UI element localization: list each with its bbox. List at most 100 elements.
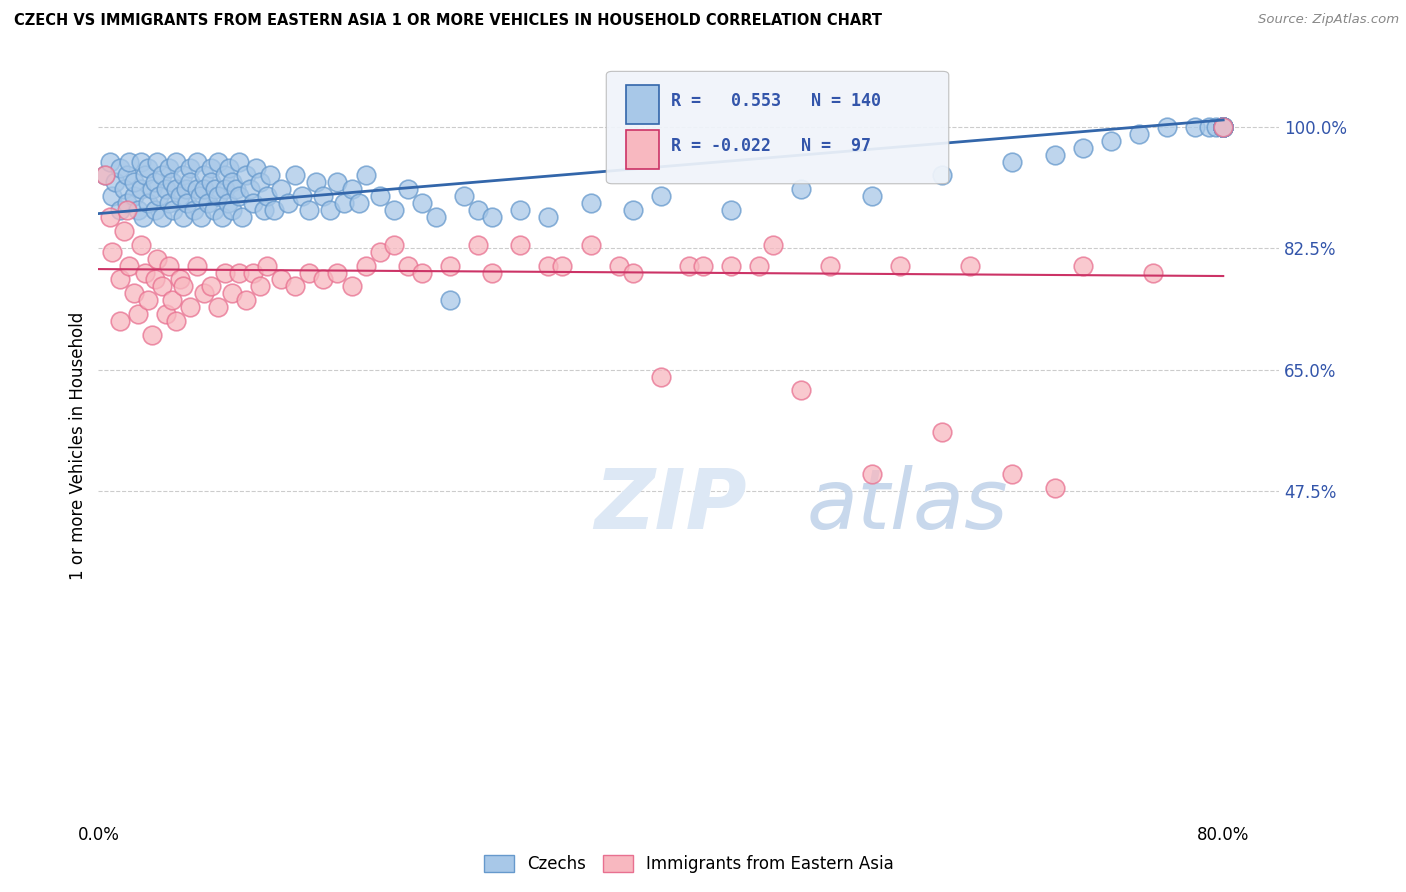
Point — [889, 259, 911, 273]
Point — [762, 237, 785, 252]
Point — [118, 154, 141, 169]
Point — [1212, 120, 1234, 134]
Point — [720, 203, 742, 218]
Point — [1099, 134, 1122, 148]
Text: ZIP: ZIP — [595, 466, 747, 547]
Point — [239, 182, 262, 196]
Point — [129, 182, 152, 196]
Point — [155, 307, 177, 321]
Point — [256, 259, 278, 273]
Point — [221, 286, 243, 301]
Point — [157, 196, 180, 211]
Point — [193, 182, 215, 196]
Point — [186, 154, 208, 169]
Point — [112, 182, 135, 196]
Point — [172, 279, 194, 293]
Point — [1212, 120, 1234, 134]
Point — [1142, 266, 1164, 280]
Point — [214, 182, 236, 196]
Point — [179, 300, 201, 314]
Point — [104, 175, 127, 189]
Point — [259, 169, 281, 183]
Point — [931, 169, 953, 183]
Point — [748, 259, 770, 273]
Point — [112, 224, 135, 238]
Point — [678, 259, 700, 273]
Point — [692, 259, 714, 273]
Point — [242, 266, 264, 280]
Point — [291, 189, 314, 203]
Text: R = -0.022   N =  97: R = -0.022 N = 97 — [671, 137, 872, 155]
Point — [165, 154, 187, 169]
Point — [368, 244, 391, 259]
Point — [122, 175, 145, 189]
Point — [235, 169, 257, 183]
Point — [165, 182, 187, 196]
Point — [202, 203, 225, 218]
Point — [284, 279, 307, 293]
Point — [207, 189, 229, 203]
Point — [1212, 120, 1234, 134]
Point — [1212, 120, 1234, 134]
Point — [312, 272, 335, 286]
Point — [242, 196, 264, 211]
FancyBboxPatch shape — [606, 71, 949, 184]
Point — [1071, 141, 1094, 155]
Point — [253, 203, 276, 218]
Point — [326, 266, 349, 280]
Point — [245, 161, 267, 176]
Point — [284, 169, 307, 183]
Point — [98, 210, 121, 224]
Point — [179, 175, 201, 189]
Point — [136, 161, 159, 176]
Point — [319, 203, 342, 218]
Point — [94, 169, 117, 183]
Point — [108, 203, 131, 218]
Point — [129, 154, 152, 169]
Point — [439, 293, 461, 308]
Point — [1212, 120, 1234, 134]
Point — [1001, 467, 1024, 481]
Point — [1212, 120, 1234, 134]
Point — [165, 314, 187, 328]
Point — [150, 279, 173, 293]
Point — [396, 259, 419, 273]
Point — [453, 189, 475, 203]
Point — [607, 259, 630, 273]
Point — [200, 175, 222, 189]
Point — [186, 259, 208, 273]
Point — [172, 210, 194, 224]
Point — [537, 259, 560, 273]
Point — [1212, 120, 1234, 134]
Point — [1043, 481, 1066, 495]
Point — [720, 259, 742, 273]
Text: atlas: atlas — [807, 466, 1008, 547]
Bar — [626, 130, 659, 169]
Point — [143, 272, 166, 286]
Point — [354, 169, 377, 183]
Point — [1001, 154, 1024, 169]
Point — [115, 169, 138, 183]
Point — [190, 210, 212, 224]
Point — [132, 210, 155, 224]
Point — [509, 203, 531, 218]
Point — [860, 467, 883, 481]
Point — [298, 266, 321, 280]
Point — [411, 266, 433, 280]
Point — [127, 203, 149, 218]
Point — [860, 189, 883, 203]
Text: R =   0.553   N = 140: R = 0.553 N = 140 — [671, 93, 882, 111]
Point — [172, 169, 194, 183]
Point — [228, 189, 250, 203]
Point — [207, 300, 229, 314]
Point — [141, 328, 163, 343]
Point — [129, 237, 152, 252]
Point — [1071, 259, 1094, 273]
Point — [621, 266, 644, 280]
Point — [169, 189, 191, 203]
Point — [183, 203, 205, 218]
Point — [467, 237, 489, 252]
Point — [231, 210, 253, 224]
Point — [214, 266, 236, 280]
Point — [1212, 120, 1234, 134]
